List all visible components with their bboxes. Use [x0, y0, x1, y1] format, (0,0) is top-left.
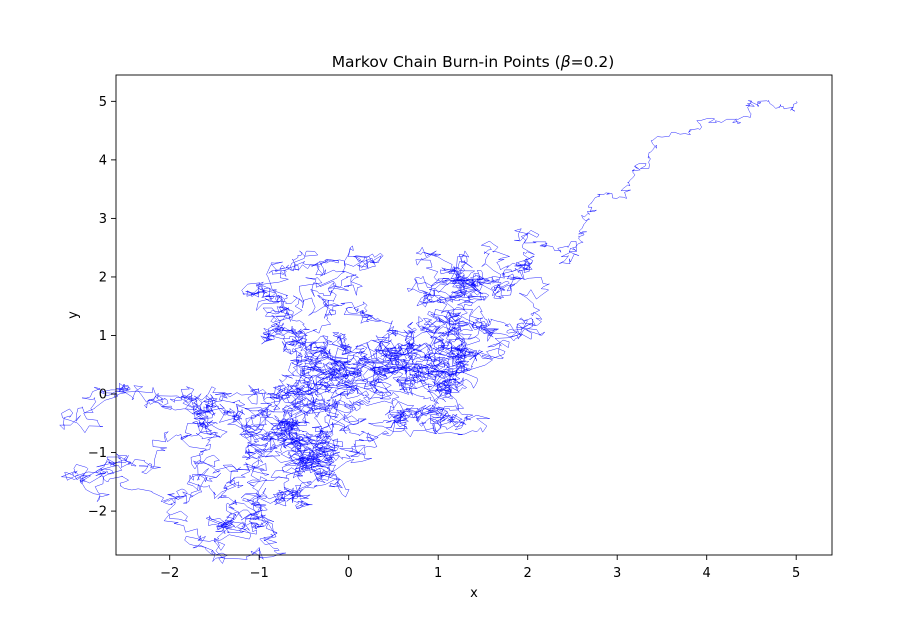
y-tick-label: 5 — [99, 95, 107, 110]
chart-title-suffix: =0.2) — [571, 53, 615, 71]
x-tick-label: 0 — [345, 566, 353, 581]
x-tick-label: 3 — [613, 566, 621, 581]
x-tick-label: −1 — [250, 566, 269, 581]
chart-title: Markov Chain Burn-in Points (β=0.2) — [332, 53, 615, 71]
x-tick-label: 5 — [792, 566, 800, 581]
y-tick-label: 0 — [99, 388, 107, 403]
data-series — [59, 100, 798, 564]
y-tick-label: −1 — [88, 446, 107, 461]
chart-title-symbol: β — [560, 53, 571, 71]
x-axis-ticks: −2 −1 0 1 2 3 4 5 — [160, 555, 800, 581]
chart-title-prefix: Markov Chain Burn-in Points ( — [332, 53, 561, 71]
plot-frame — [115, 74, 833, 556]
x-tick-label: 1 — [434, 566, 442, 581]
y-tick-label: 3 — [99, 212, 107, 227]
x-tick-label: 4 — [703, 566, 711, 581]
y-tick-label: −2 — [88, 505, 107, 520]
y-axis-ticks: −2 −1 0 1 2 3 4 5 — [88, 95, 116, 520]
x-tick-label: 2 — [524, 566, 532, 581]
x-tick-label: −2 — [160, 566, 179, 581]
y-tick-label: 4 — [99, 153, 107, 168]
x-axis-label: x — [470, 586, 478, 601]
y-axis-label: y — [66, 311, 81, 319]
y-tick-label: 1 — [99, 329, 107, 344]
y-tick-label: 2 — [99, 270, 107, 285]
chain-trace-line — [59, 100, 798, 564]
